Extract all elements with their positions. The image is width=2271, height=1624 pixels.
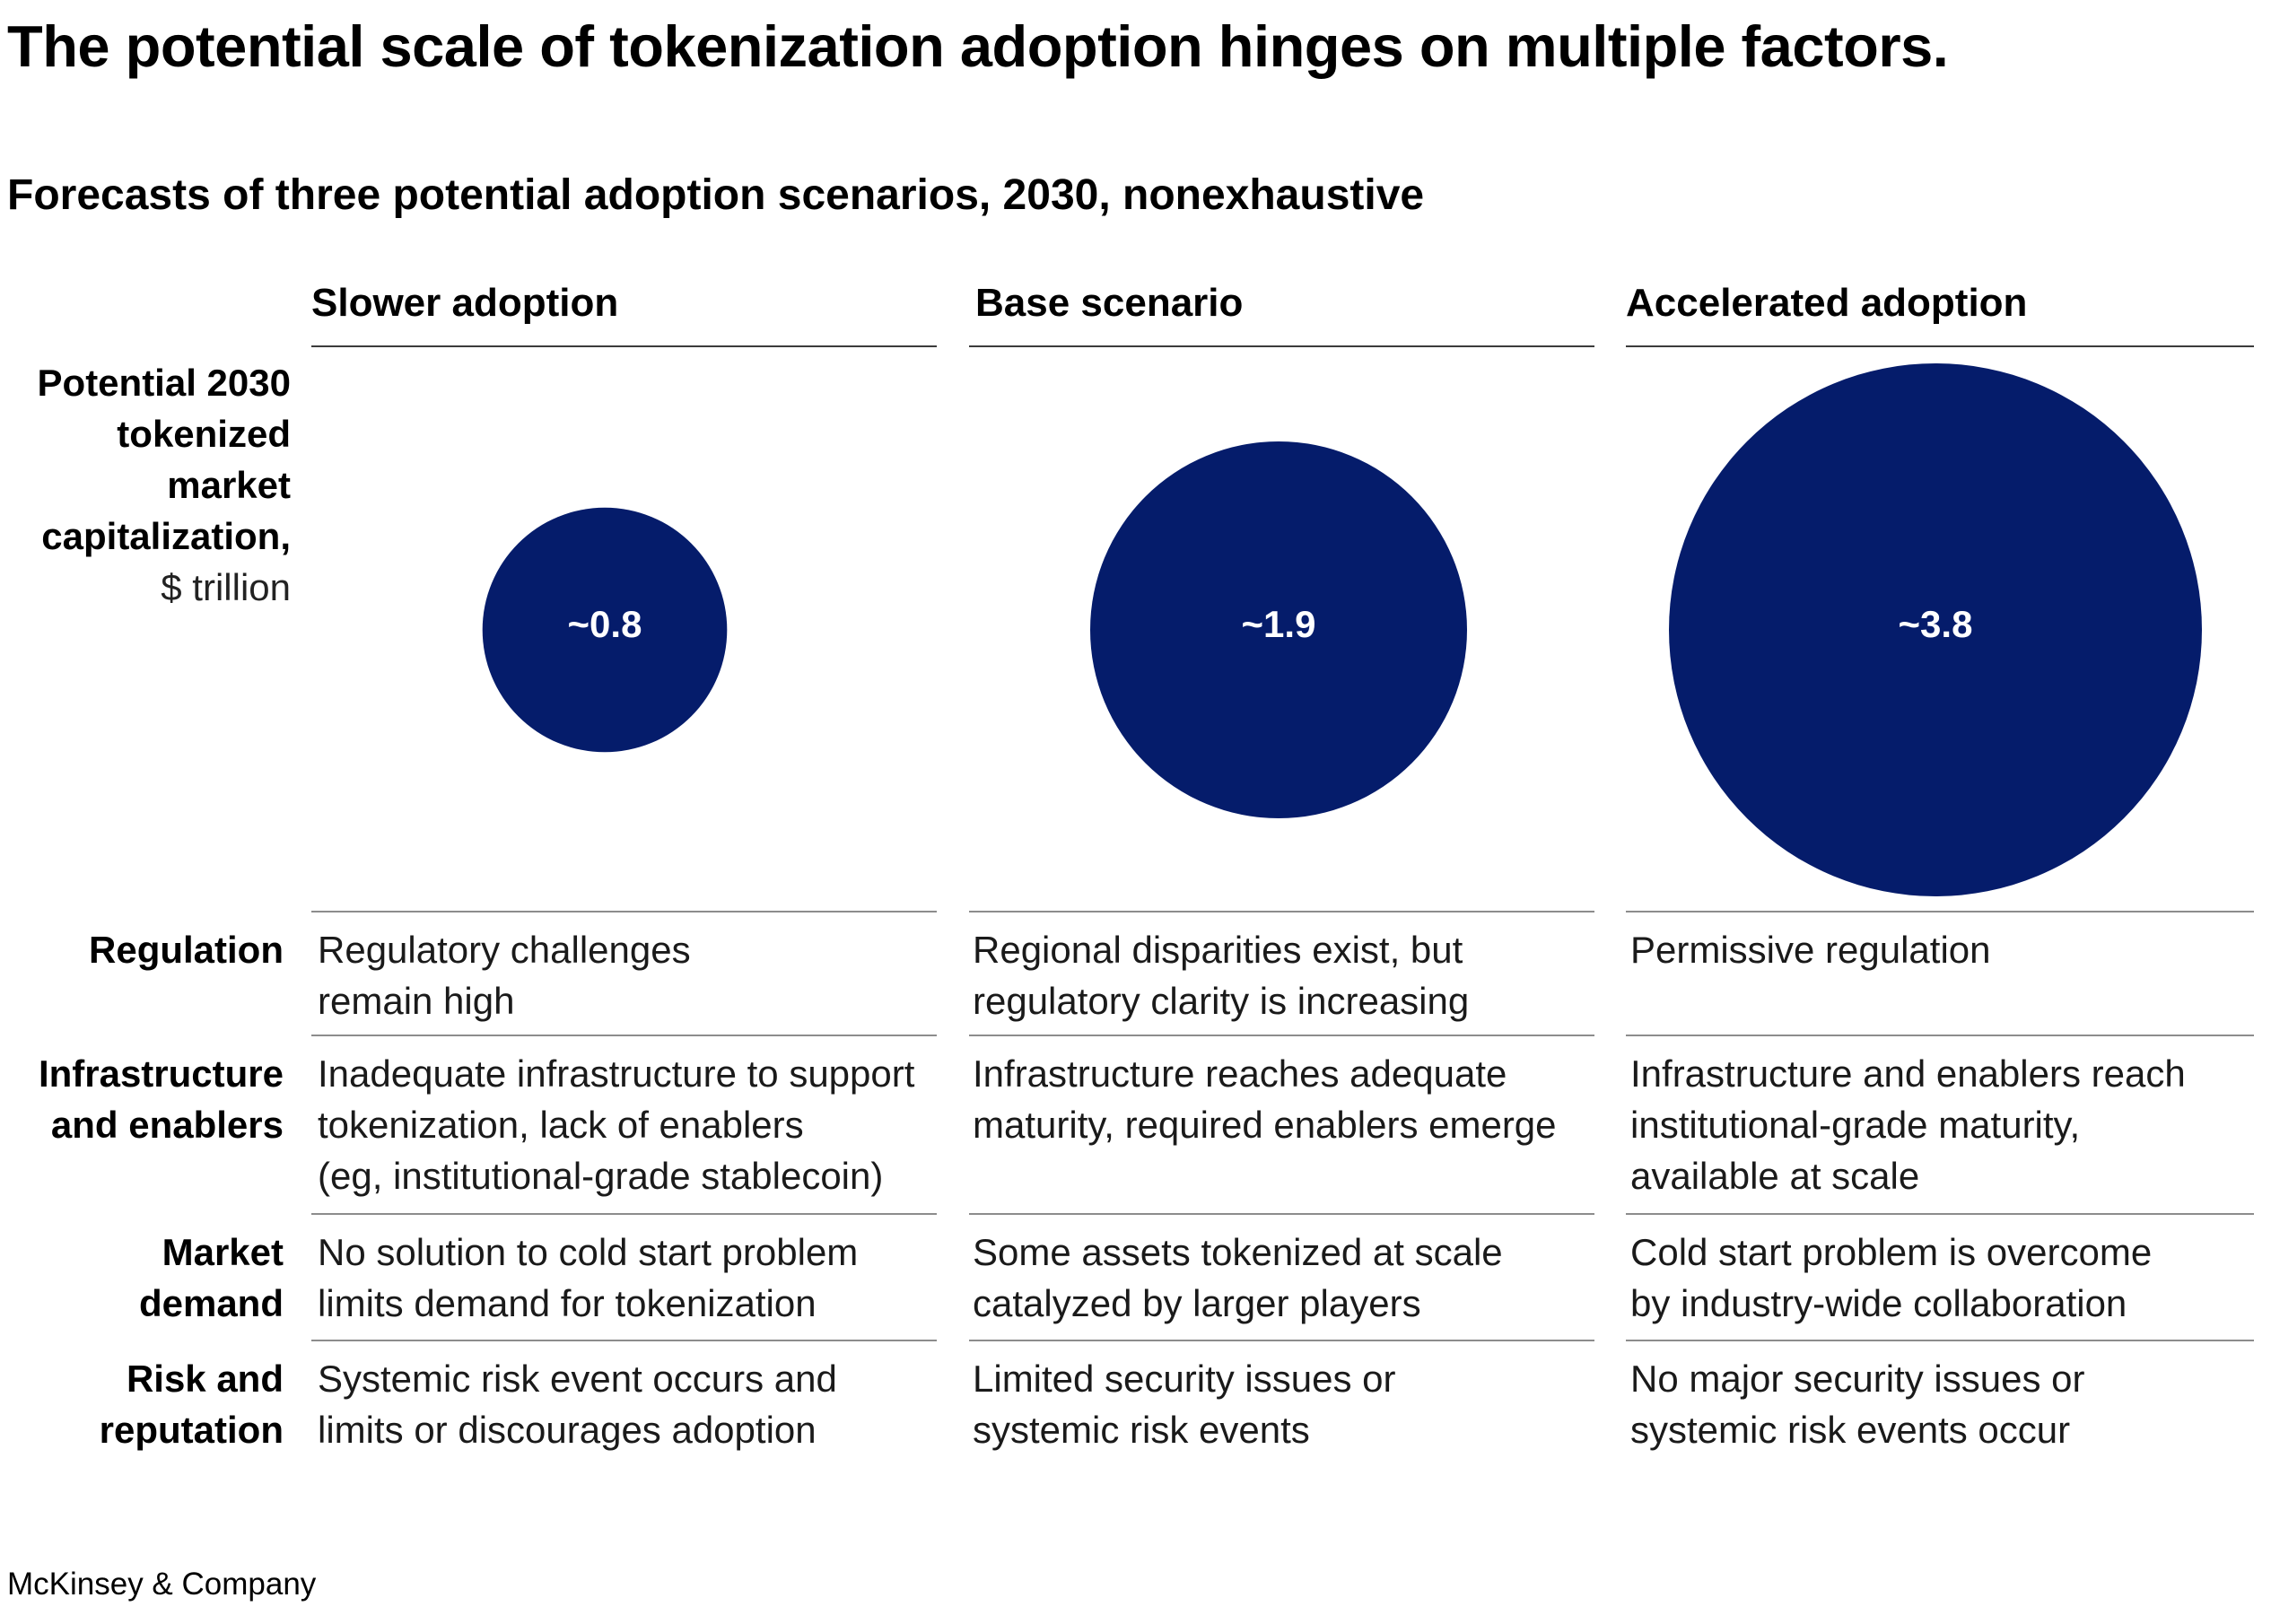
bubble-accelerated-value-label: ~3.8 (1899, 603, 1973, 645)
factor-cell-risk-reputation-base: Limited security issues or systemic risk… (973, 1358, 1396, 1451)
axis-label-line: market (167, 464, 291, 506)
scenario-header-slower: Slower adoption (311, 281, 619, 325)
header-rule-slower (311, 345, 937, 347)
factor-label-regulation: Regulation (89, 929, 284, 971)
bubble-slower (482, 507, 728, 753)
row-divider (1626, 1035, 2254, 1036)
row-divider (311, 1213, 937, 1215)
factor-label-market-demand: Market demand (138, 1231, 284, 1324)
factor-cell-regulation-base: Regional disparities exist, but regulato… (973, 929, 1470, 1022)
axis-unit-label: $ trillion (161, 566, 291, 608)
chart-subtitle: Forecasts of three potential adoption sc… (7, 171, 1425, 219)
row-divider (969, 911, 1594, 912)
footer-brand: McKinsey & Company (7, 1567, 317, 1602)
row-divider (969, 1213, 1594, 1215)
row-divider (1626, 1340, 2254, 1341)
factor-cell-market-demand-slower: No solution to cold start problem limits… (318, 1231, 859, 1324)
bubble-chart: ~0.8 ~1.9 ~3.8 (482, 363, 2202, 896)
bubble-accelerated (1669, 363, 2202, 896)
row-divider (311, 1340, 937, 1341)
bubble-base (1090, 441, 1467, 818)
axis-label-line: capitalization, (41, 515, 291, 557)
factor-cell-regulation-accelerated: Permissive regulation (1630, 929, 1991, 971)
row-divider (311, 1035, 937, 1036)
row-divider (1626, 911, 2254, 912)
factor-cell-market-demand-base: Some assets tokenized at scale catalyzed… (973, 1231, 1503, 1324)
factor-cell-infrastructure-base: Infrastructure reaches adequate maturity… (973, 1052, 1557, 1146)
factor-cell-infrastructure-slower: Inadequate infrastructure to support tok… (318, 1052, 915, 1197)
factor-cell-market-demand-accelerated: Cold start problem is overcome by indust… (1630, 1231, 2153, 1324)
factor-cell-risk-reputation-accelerated: No major security issues or systemic ris… (1630, 1358, 2085, 1451)
row-divider (311, 911, 937, 912)
factor-label-risk-reputation: Risk and reputation (99, 1358, 284, 1451)
bubble-slower-value-label: ~0.8 (568, 603, 642, 645)
factor-cell-regulation-slower: Regulatory challenges remain high (318, 929, 691, 1022)
factor-cell-infrastructure-accelerated: Infrastructure and enablers reach instit… (1630, 1052, 2186, 1197)
axis-label-line: tokenized (117, 413, 291, 455)
row-divider (969, 1035, 1594, 1036)
bubble-axis-label: Potential 2030 tokenized market capitali… (0, 357, 291, 613)
scenario-header-base: Base scenario (975, 281, 1244, 325)
header-rule-base (969, 345, 1594, 347)
row-divider (969, 1340, 1594, 1341)
header-rule-accelerated (1626, 345, 2254, 347)
chart-title: The potential scale of tokenization adop… (7, 13, 1949, 79)
scenario-header-accelerated: Accelerated adoption (1626, 281, 2028, 325)
factor-label-infrastructure: Infrastructure and enablers (38, 1052, 284, 1146)
axis-label-line: Potential 2030 (37, 362, 291, 404)
row-divider (1626, 1213, 2254, 1215)
bubble-base-value-label: ~1.9 (1242, 603, 1316, 645)
factor-cell-risk-reputation-slower: Systemic risk event occurs and limits or… (318, 1358, 837, 1451)
